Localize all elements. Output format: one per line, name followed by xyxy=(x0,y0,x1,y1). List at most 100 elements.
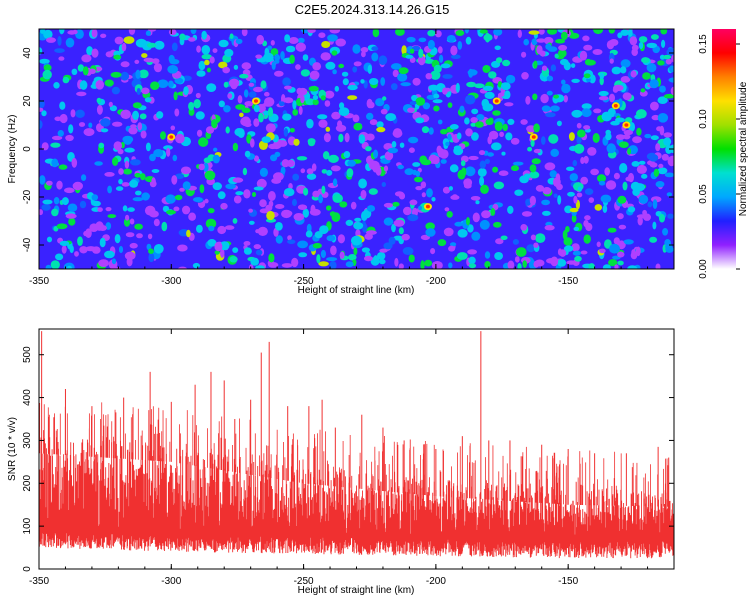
heatmap-cell xyxy=(171,175,178,185)
heatmap-cell xyxy=(57,130,64,137)
x-tick-label: -300 xyxy=(161,576,181,587)
heatmap-cell xyxy=(320,249,326,259)
heatmap-cell xyxy=(431,155,440,165)
heatmap-cell xyxy=(479,29,488,34)
heatmap-cell xyxy=(312,190,320,198)
heatmap-cell xyxy=(61,245,67,254)
heatmap-cell xyxy=(553,94,559,99)
heatmap-cell xyxy=(353,247,358,256)
heatmap-cell xyxy=(584,58,592,66)
heatmap-cell xyxy=(468,256,476,265)
heatmap-cell xyxy=(636,109,647,119)
heatmap-cell xyxy=(204,59,210,66)
heatmap-cell xyxy=(365,146,372,152)
heatmap-cell xyxy=(153,63,162,72)
heatmap-cell xyxy=(123,137,132,145)
heatmap-cell xyxy=(77,64,85,72)
heatmap-cell xyxy=(467,249,477,255)
heatmap-cell xyxy=(256,178,267,189)
heatmap-cell xyxy=(82,66,89,76)
heatmap-x-axis-label: Height of straight line (km) xyxy=(298,285,415,296)
heatmap-cell xyxy=(577,186,583,192)
heatmap-cell xyxy=(523,38,529,46)
heatmap-cell xyxy=(289,128,295,133)
heatmap-cell xyxy=(153,149,164,158)
heatmap-cell xyxy=(259,199,267,208)
heatmap-cell xyxy=(233,64,239,70)
heatmap-cell xyxy=(484,251,491,259)
heatmap-cell xyxy=(397,73,408,82)
heatmap-cell xyxy=(91,48,99,58)
heatmap-cell xyxy=(117,148,124,155)
heatmap-cell xyxy=(391,141,397,148)
heatmap-cell xyxy=(352,114,360,123)
heatmap-cell xyxy=(151,177,156,187)
heatmap-cell xyxy=(488,71,497,79)
heatmap-cell xyxy=(281,263,293,268)
heatmap-cell xyxy=(635,246,641,257)
heatmap-cell xyxy=(156,111,164,119)
heatmap-cell xyxy=(291,257,299,268)
heatmap-cell xyxy=(380,108,388,115)
heatmap-cell xyxy=(636,127,642,136)
heatmap-cell xyxy=(457,41,463,50)
heatmap-cell xyxy=(572,159,578,167)
heatmap-cell xyxy=(439,54,444,63)
heatmap-cell xyxy=(563,95,568,103)
heatmap-cell xyxy=(484,158,490,164)
heatmap-cell xyxy=(422,102,431,110)
heatmap-cell xyxy=(141,53,148,58)
heatmap-cell xyxy=(382,96,387,101)
heatmap-cell xyxy=(651,114,660,121)
heatmap-cell xyxy=(65,37,75,48)
heatmap-cell xyxy=(51,158,59,168)
heatmap-cell xyxy=(623,129,633,136)
heatmap-cell xyxy=(634,183,646,192)
heatmap-cell xyxy=(232,142,239,152)
heatmap-cell xyxy=(512,239,520,245)
heatmap-cell xyxy=(104,250,115,259)
heatmap-cell xyxy=(474,83,485,89)
heatmap-cell xyxy=(110,71,122,78)
heatmap-cell xyxy=(193,99,201,109)
heatmap-cell xyxy=(41,142,49,151)
heatmap-cell xyxy=(517,263,522,269)
heatmap-cell xyxy=(379,259,386,265)
heatmap-cell xyxy=(125,232,135,238)
heatmap-cell xyxy=(59,113,68,124)
heatmap-cell xyxy=(608,259,618,267)
heatmap-cell xyxy=(178,266,187,269)
heatmap-cell xyxy=(384,151,394,161)
heatmap-cell xyxy=(241,62,252,70)
heatmap-cell xyxy=(560,31,568,41)
heatmap-cell xyxy=(541,199,550,206)
heatmap-cell xyxy=(546,75,554,82)
colorbar-tick-label: 0.10 xyxy=(698,109,709,129)
heatmap-cell xyxy=(402,247,414,255)
heatmap-cell xyxy=(39,100,45,108)
heatmap-cell xyxy=(573,195,578,204)
heatmap-cell xyxy=(415,117,425,124)
heatmap-cell xyxy=(598,96,609,101)
heatmap-cell xyxy=(627,265,638,269)
heatmap-cell xyxy=(392,201,400,207)
heatmap-cell xyxy=(61,197,69,206)
heatmap-cell xyxy=(321,185,326,194)
heatmap-cell xyxy=(330,245,337,256)
heatmap-cell xyxy=(235,104,246,110)
heatmap-cell xyxy=(376,121,384,128)
heatmap-cell xyxy=(487,152,494,157)
heatmap-cell xyxy=(657,60,665,66)
colorbar-strip xyxy=(712,29,736,269)
heatmap-cell xyxy=(425,73,433,80)
heatmap-cell xyxy=(566,166,575,171)
heatmap-cell xyxy=(614,264,619,269)
heatmap-cell xyxy=(463,178,473,187)
heatmap-cell xyxy=(122,205,128,212)
heatmap-cell xyxy=(59,240,70,247)
heatmap-cell xyxy=(501,151,506,156)
heatmap-cell xyxy=(512,161,524,166)
snr-panel: -350 -300 -250 -200 -150 0 100 200 300 400 500 He… xyxy=(7,328,675,596)
heatmap-cell xyxy=(300,94,305,104)
heatmap-cell xyxy=(466,81,476,88)
